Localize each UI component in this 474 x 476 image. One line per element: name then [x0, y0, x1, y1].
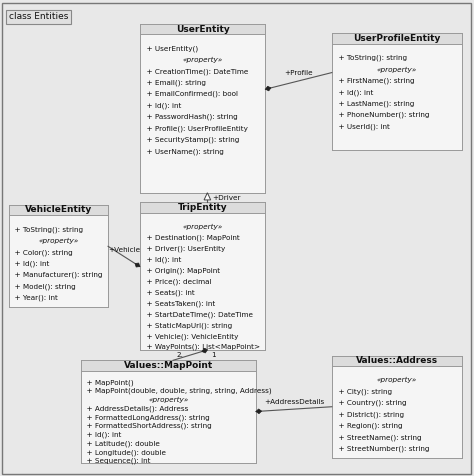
Text: + Id(): int: + Id(): int: [142, 102, 181, 109]
Text: + EmailConfirmed(): bool: + EmailConfirmed(): bool: [142, 91, 238, 98]
Text: + FirstName(): string: + FirstName(): string: [334, 78, 414, 84]
Text: + Seats(): int: + Seats(): int: [142, 289, 194, 296]
Text: + City(): string: + City(): string: [334, 388, 392, 395]
Text: 1: 1: [211, 352, 216, 358]
Polygon shape: [265, 86, 271, 91]
Bar: [332, 33, 462, 44]
Text: +Profile: +Profile: [284, 70, 313, 76]
Text: + MapPoint(): + MapPoint(): [82, 379, 134, 386]
Text: + AddressDetails(): Address: + AddressDetails(): Address: [82, 406, 189, 412]
Text: + SecurityStamp(): string: + SecurityStamp(): string: [142, 137, 239, 143]
Bar: [332, 356, 462, 366]
Text: + Model(): string: + Model(): string: [10, 283, 76, 290]
Bar: [9, 215, 108, 307]
Text: 2.: 2.: [177, 351, 184, 357]
Text: Values::Address: Values::Address: [356, 357, 438, 365]
Polygon shape: [135, 263, 140, 267]
Text: + PhoneNumber(): string: + PhoneNumber(): string: [334, 112, 429, 119]
Text: + WayPoints(): List<MapPoint>: + WayPoints(): List<MapPoint>: [142, 344, 260, 350]
Text: + Email(): string: + Email(): string: [142, 79, 206, 86]
Text: + LastName(): string: + LastName(): string: [334, 100, 414, 107]
Bar: [140, 213, 265, 350]
Text: +AddressDetails: +AddressDetails: [264, 399, 324, 405]
Text: TripEntity: TripEntity: [178, 203, 228, 212]
Text: «property»: «property»: [182, 57, 223, 63]
Text: + UserName(): string: + UserName(): string: [142, 148, 224, 155]
Text: «property»: «property»: [182, 224, 223, 229]
Text: + Vehicle(): VehicleEntity: + Vehicle(): VehicleEntity: [142, 333, 238, 339]
Bar: [140, 202, 265, 213]
Text: «property»: «property»: [38, 238, 78, 244]
Text: + Profile(): UserProfileEntity: + Profile(): UserProfileEntity: [142, 125, 247, 132]
Text: + Id(): int: + Id(): int: [10, 260, 50, 267]
Polygon shape: [256, 409, 262, 414]
Text: + UserEntity(): + UserEntity(): [142, 45, 198, 52]
Text: «property»: «property»: [377, 67, 417, 72]
Text: + Sequence(): int: + Sequence(): int: [82, 458, 151, 465]
Text: UserProfileEntity: UserProfileEntity: [353, 34, 441, 43]
Text: + ToString(): string: + ToString(): string: [10, 226, 83, 233]
Polygon shape: [202, 348, 207, 353]
Bar: [332, 44, 462, 150]
Bar: [140, 24, 265, 34]
Text: + Country(): string: + Country(): string: [334, 400, 406, 407]
Text: «property»: «property»: [148, 397, 188, 403]
Text: +Driver: +Driver: [212, 195, 241, 200]
Text: + StaticMapUrl(): string: + StaticMapUrl(): string: [142, 322, 232, 328]
Text: + FormattedLongAddress(): string: + FormattedLongAddress(): string: [82, 414, 210, 421]
Text: + FormattedShortAddress(): string: + FormattedShortAddress(): string: [82, 423, 212, 429]
Text: + ToString(): string: + ToString(): string: [334, 55, 407, 61]
Text: + MapPoint(double, double, string, string, Address): + MapPoint(double, double, string, strin…: [82, 388, 272, 395]
Text: + CreationTime(): DateTime: + CreationTime(): DateTime: [142, 68, 248, 75]
Text: + Manufacturer(): string: + Manufacturer(): string: [10, 272, 103, 278]
Text: + StreetName(): string: + StreetName(): string: [334, 434, 421, 441]
Bar: [81, 371, 256, 463]
Text: + Price(): decimal: + Price(): decimal: [142, 278, 211, 285]
Text: + Id(): int: + Id(): int: [82, 432, 122, 438]
Text: + PasswordHash(): string: + PasswordHash(): string: [142, 114, 237, 120]
Text: + StartDateTime(): DateTime: + StartDateTime(): DateTime: [142, 311, 253, 317]
Text: + Driver(): UserEntity: + Driver(): UserEntity: [142, 245, 225, 252]
Text: + Region(): string: + Region(): string: [334, 423, 402, 429]
Text: Values::MapPoint: Values::MapPoint: [124, 361, 213, 370]
Text: «property»: «property»: [377, 377, 417, 383]
Text: + District(): string: + District(): string: [334, 411, 404, 418]
Text: + Id(): int: + Id(): int: [334, 89, 373, 96]
Text: + Color(): string: + Color(): string: [10, 249, 73, 256]
Polygon shape: [204, 193, 210, 200]
Text: + Destination(): MapPoint: + Destination(): MapPoint: [142, 234, 239, 241]
Text: + Year(): int: + Year(): int: [10, 295, 58, 301]
Text: +Vehicle: +Vehicle: [108, 247, 140, 253]
Bar: [332, 366, 462, 458]
Text: + Latitude(): double: + Latitude(): double: [82, 440, 160, 447]
Text: + Id(): int: + Id(): int: [142, 256, 181, 263]
Text: + StreetNumber(): string: + StreetNumber(): string: [334, 446, 429, 452]
Bar: [81, 360, 256, 371]
Text: + SeatsTaken(): int: + SeatsTaken(): int: [142, 300, 215, 307]
Bar: [140, 34, 265, 193]
Text: + Longitude(): double: + Longitude(): double: [82, 449, 166, 456]
Text: VehicleEntity: VehicleEntity: [25, 206, 92, 214]
Text: + UserId(): int: + UserId(): int: [334, 123, 390, 130]
Text: class Entities: class Entities: [9, 12, 68, 21]
Text: + Origin(): MapPoint: + Origin(): MapPoint: [142, 267, 220, 274]
Text: UserEntity: UserEntity: [176, 25, 229, 33]
Bar: [9, 205, 108, 215]
